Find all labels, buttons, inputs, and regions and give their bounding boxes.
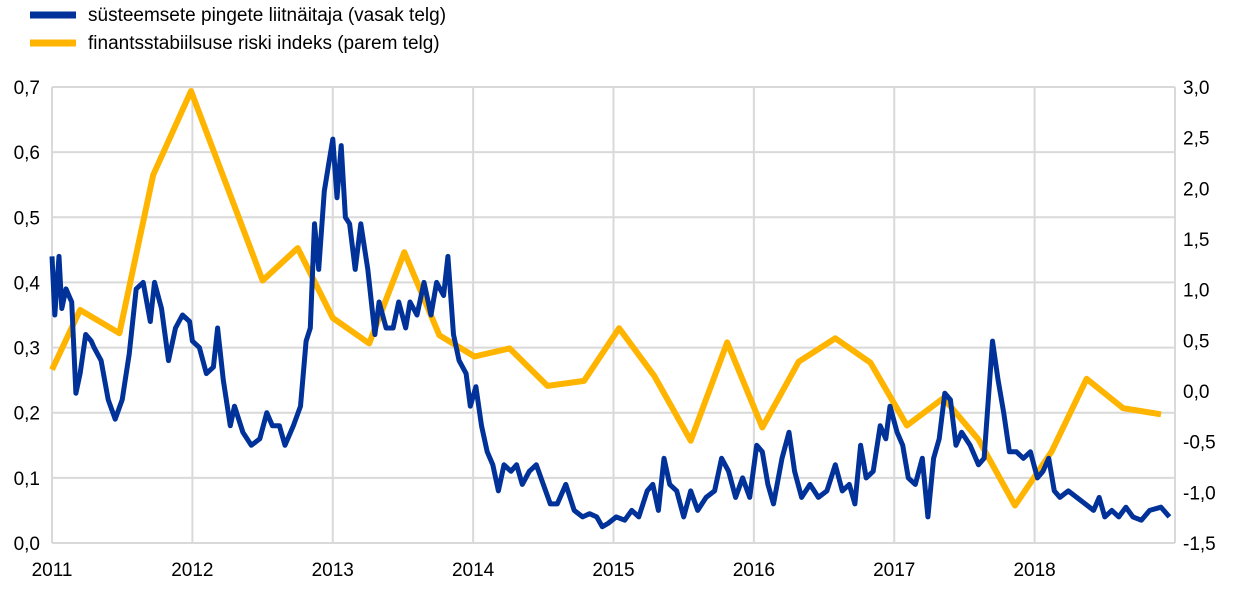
left-tick-label: 0,2: [14, 404, 40, 425]
x-axis-ticks: 2011 2012 2013 2014 2015 2016 2017 2018: [32, 560, 1056, 581]
right-tick-label: -1,0: [1183, 483, 1216, 504]
right-tick-label: 0,0: [1183, 382, 1209, 403]
x-tick-label: 2011: [32, 560, 73, 581]
legend-label-stress-index: süsteemsete pingete liitnäitaja (vasak t…: [88, 5, 446, 26]
left-tick-label: 0,6: [14, 143, 40, 164]
right-tick-label: 2,0: [1183, 179, 1209, 200]
right-tick-label: 0,5: [1183, 331, 1209, 352]
right-axis-ticks: -1,5 -1,0 -0,5 0,0 0,5 1,0 1,5 2,0 2,5 3,0: [1183, 78, 1216, 555]
x-tick-label: 2016: [733, 560, 775, 581]
left-tick-label: 0,5: [14, 208, 40, 229]
x-tick-label: 2014: [452, 560, 495, 581]
x-tick-label: 2013: [312, 560, 354, 581]
left-tick-label: 0,4: [14, 273, 41, 294]
left-tick-label: 0,1: [14, 469, 40, 490]
left-tick-label: 0,7: [14, 78, 40, 99]
series-lines: [49, 88, 1172, 530]
x-tick-label: 2015: [592, 560, 634, 581]
x-tick-label: 2012: [171, 560, 213, 581]
legend-label-risk-index: finantsstabiilsuse riski indeks (parem t…: [88, 33, 440, 54]
gridlines: [51, 86, 1176, 544]
left-axis-ticks: 0,0 0,1 0,2 0,3 0,4 0,5 0,6 0,7: [14, 78, 41, 555]
right-tick-label: -1,5: [1183, 534, 1216, 555]
right-tick-label: 1,0: [1183, 281, 1209, 302]
right-tick-label: -0,5: [1183, 433, 1216, 454]
right-tick-label: 1,5: [1183, 230, 1209, 251]
right-tick-label: 2,5: [1183, 129, 1209, 150]
risk-index-line: [49, 88, 1162, 509]
x-tick-label: 2017: [873, 560, 915, 581]
left-tick-label: 0,3: [14, 339, 40, 360]
x-tick-label: 2018: [1013, 560, 1055, 581]
right-tick-label: 3,0: [1183, 78, 1209, 99]
stress-index-line: [49, 136, 1172, 530]
left-tick-label: 0,0: [14, 534, 40, 555]
legend: süsteemsete pingete liitnäitaja (vasak t…: [30, 5, 446, 54]
